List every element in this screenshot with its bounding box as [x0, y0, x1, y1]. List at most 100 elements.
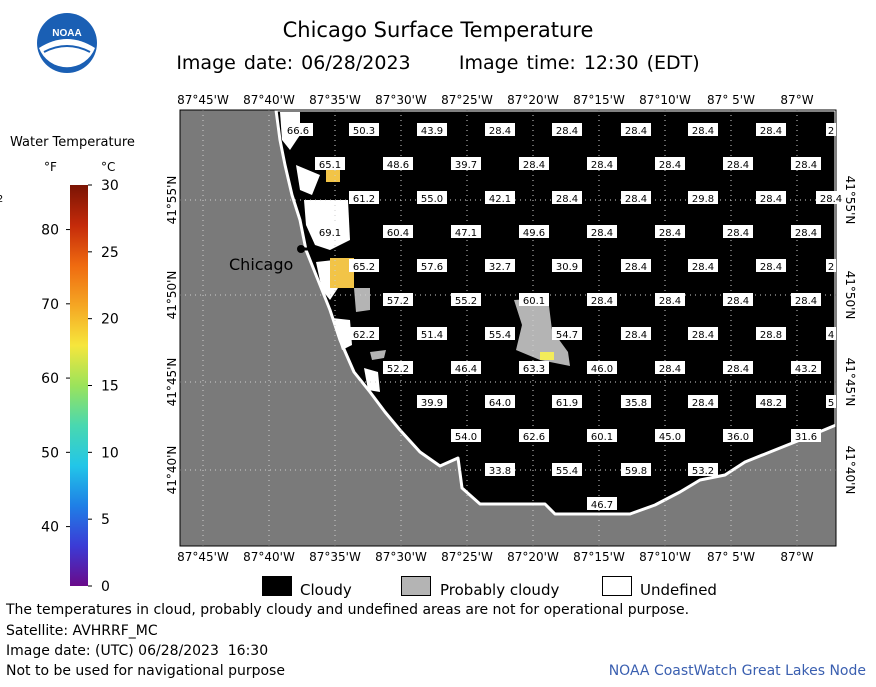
warm-water-patch — [540, 352, 554, 360]
temperature-label-bg — [688, 395, 718, 408]
lat-label-left: 41°40'N — [165, 446, 179, 495]
temperature-label-bg — [485, 327, 515, 340]
temperature-label: 28.8 — [760, 330, 782, 341]
temperature-label-bg — [383, 225, 413, 238]
temperature-label: 35.8 — [625, 398, 647, 409]
temperature-label: 64.0 — [489, 398, 511, 409]
temperature-label: 60.1 — [523, 296, 545, 307]
legend-undefined-label: Undefined — [640, 581, 717, 599]
temperature-label-bg — [723, 293, 753, 306]
temperature-label: 49.6 — [523, 228, 545, 239]
temperature-label: 28.4 — [556, 194, 578, 205]
colorbar-c-label: 20 — [101, 312, 119, 328]
temperature-label: 55.0 — [421, 194, 443, 205]
temperature-label-bg — [756, 191, 786, 204]
temperature-label-bg — [349, 123, 379, 136]
credit-link[interactable]: NOAA CoastWatch Great Lakes Node — [608, 663, 866, 679]
temperature-label-bg — [349, 259, 379, 272]
lon-label-top: 87°20'W — [507, 93, 559, 107]
temperature-label: 46.7 — [591, 500, 613, 511]
temperature-label-bg — [723, 157, 753, 170]
temperature-label-bg — [485, 191, 515, 204]
noaa-logo-icon: NOAA — [37, 13, 97, 73]
legend-cloudy-label: Cloudy — [300, 581, 352, 599]
temperature-label: 54.0 — [455, 432, 477, 443]
temperature-label: 46.0 — [591, 364, 613, 375]
temperature-label: 52.2 — [387, 364, 409, 375]
map-area[interactable]: Chicago 66.6 50.3 43.9 28.4 28.4 28.4 28.4 28.4 2… — [0, 108, 846, 547]
temperature-label-bg — [688, 191, 718, 204]
temperature-label-bg — [621, 259, 651, 272]
lon-label-bottom: 87°20'W — [507, 550, 559, 564]
temperature-label-bg — [826, 259, 836, 272]
lat-label-right: 41°40'N — [843, 446, 857, 495]
temperature-label-bg — [688, 123, 718, 136]
temperature-label: 65.1 — [319, 160, 341, 171]
temperature-label-bg — [552, 463, 582, 476]
temperature-label: 39.7 — [455, 160, 477, 171]
temperature-label-bg — [417, 327, 447, 340]
temperature-label: 4 — [828, 330, 834, 341]
temperature-label: 33.8 — [489, 466, 511, 477]
temperature-label: 28.4 — [591, 296, 613, 307]
temperature-label-bg — [587, 497, 617, 510]
temperature-label-bg — [621, 395, 651, 408]
legend-undefined-swatch — [602, 576, 632, 596]
temperature-label-bg — [756, 395, 786, 408]
colorbar: 0 5 10 15 20 25 30 40 50 60 70 80 — [41, 178, 119, 595]
disclaimer-text: The temperatures in cloud, probably clou… — [6, 602, 690, 618]
lon-label-top: 87° 5'W — [707, 93, 755, 107]
temperature-label: 28.4 — [591, 228, 613, 239]
temperature-label-bg — [552, 395, 582, 408]
temperature-label: 43.2 — [795, 364, 817, 375]
temperature-label-bg — [417, 395, 447, 408]
temperature-label-bg — [587, 157, 617, 170]
image-date: Image date: 06/28/2023 — [176, 52, 411, 74]
probably-cloudy-patch — [354, 288, 370, 312]
temperature-label: 59.8 — [625, 466, 647, 477]
temperature-label: 36.0 — [727, 432, 749, 443]
temperature-label: 28.4 — [727, 160, 749, 171]
colorbar-c-label: 5 — [101, 512, 110, 528]
temperature-label: 60.4 — [387, 228, 409, 239]
colorbar-unit-f: °F — [44, 160, 57, 174]
temperature-label-bg — [587, 225, 617, 238]
temperature-label: 28.4 — [795, 228, 817, 239]
axis-labels: 87°45'W 87°45'W 87°40'W 87°40'W 87°35'W 87°35… — [165, 93, 857, 564]
temperature-label-bg — [552, 123, 582, 136]
temperature-label-bg — [655, 361, 685, 374]
temperature-label-bg — [791, 429, 821, 442]
temperature-label-bg — [552, 327, 582, 340]
temperature-label: 28.4 — [659, 160, 681, 171]
temperature-label-bg — [485, 463, 515, 476]
temperature-label-bg — [552, 191, 582, 204]
temperature-label-bg — [519, 429, 549, 442]
navigation-warning: Not to be used for navigational purpose — [6, 663, 285, 679]
colorbar-title: Water Temperature — [10, 135, 135, 150]
temperature-label-bg — [519, 225, 549, 238]
temperature-label: 39.9 — [421, 398, 443, 409]
colorbar-gradient — [70, 185, 88, 586]
colorbar-f-label: 40 — [41, 520, 59, 536]
temperature-label-bg — [756, 123, 786, 136]
temperature-label: 2 — [828, 262, 834, 273]
lat-label-right: 41°55'N — [843, 176, 857, 225]
lat-label-left: 41°55'N — [165, 176, 179, 225]
temperature-label-bg — [519, 157, 549, 170]
undefined-patch — [364, 368, 380, 392]
temperature-label: 43.9 — [421, 126, 443, 137]
lat-label-left: 41°45'N — [165, 358, 179, 407]
temperature-label: 28.4 — [820, 194, 842, 205]
temperature-label: 62.6 — [523, 432, 545, 443]
utc-date-text: Image date: (UTC) 06/28/2023 16:30 — [6, 643, 269, 659]
image-time: Image time: 12:30 (EDT) — [458, 52, 700, 74]
temperature-label-bg — [655, 293, 685, 306]
temperature-label: 57.6 — [421, 262, 443, 273]
temperature-label-bg — [587, 361, 617, 374]
temperature-label: 28.4 — [556, 126, 578, 137]
temperature-label-bg — [315, 225, 345, 238]
temperature-label-bg — [791, 293, 821, 306]
colorbar-f-label: 80 — [41, 223, 59, 239]
temperature-label-bg — [485, 123, 515, 136]
